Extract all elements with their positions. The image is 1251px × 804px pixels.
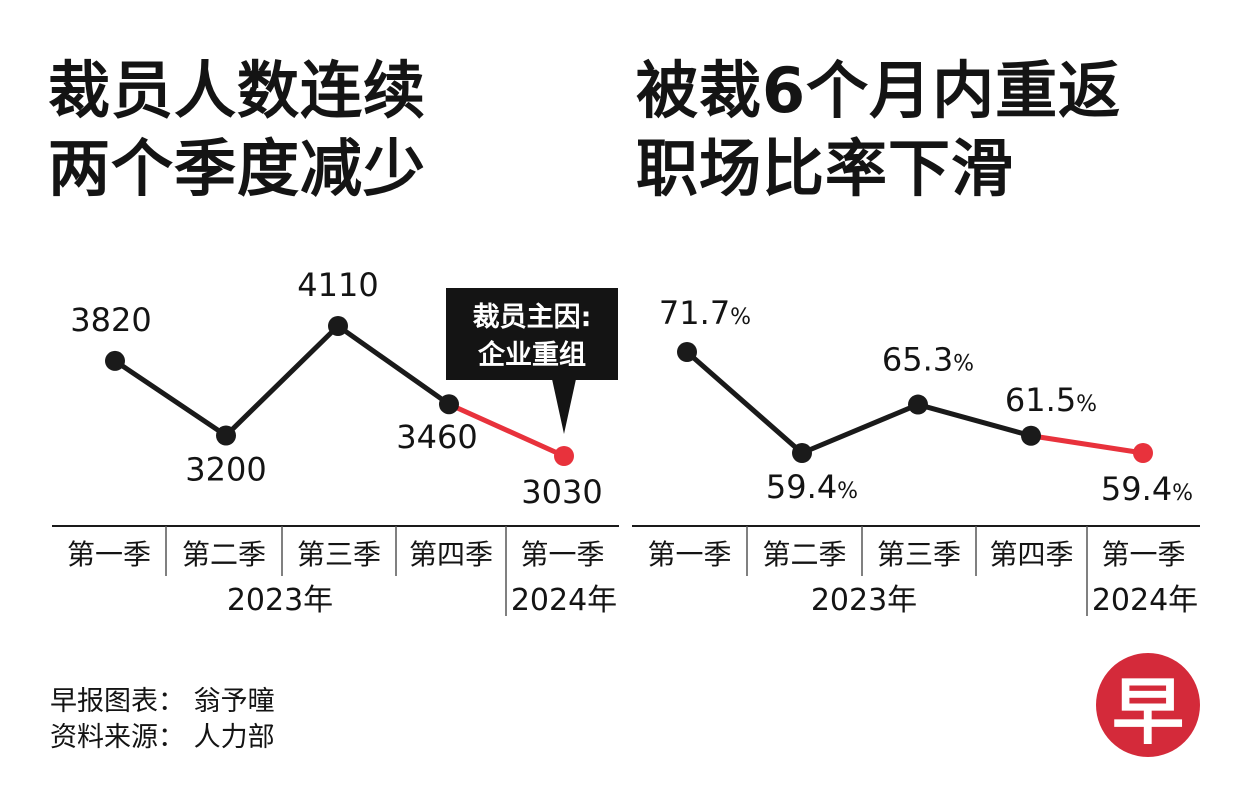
right-data-point-2 xyxy=(792,443,812,463)
left-title-line-2: 两个季度减少 xyxy=(48,132,427,205)
right-title-line-1: 被裁6个月内重返 xyxy=(636,54,1122,127)
right-value-label-3: 65.3% xyxy=(882,341,974,379)
left-data-point-1 xyxy=(105,350,125,371)
right-value-unit-1: % xyxy=(730,305,751,330)
left-category-label-1: 第一季 xyxy=(67,538,151,571)
logo-glyph: 早 xyxy=(1111,669,1184,754)
right-value-unit-2: % xyxy=(837,479,858,504)
left-category-label-2: 第二季 xyxy=(182,538,266,571)
right-value-unit-3: % xyxy=(953,352,974,377)
left-title-line-1: 裁员人数连续 xyxy=(48,54,427,127)
left-year-label-2: 2024年 xyxy=(511,583,617,618)
left-data-point-3 xyxy=(328,316,348,336)
right-value-label-4: 61.5% xyxy=(1005,381,1097,419)
left-line-segment-1 xyxy=(112,358,229,439)
zaobao-logo: 早 xyxy=(1096,653,1200,757)
left-data-point-2 xyxy=(216,425,236,446)
right-value-unit-5: % xyxy=(1172,481,1193,506)
right-category-label-3: 第三季 xyxy=(877,538,961,571)
left-line-segment-2 xyxy=(223,323,341,439)
left-value-label-3: 4110 xyxy=(297,266,378,304)
right-line-segment-2 xyxy=(799,402,921,456)
right-data-point-5 xyxy=(1133,443,1153,463)
right-year-label-1: 2023年 xyxy=(811,583,917,618)
left-line-segment-3 xyxy=(335,323,452,407)
right-category-label-1: 第一季 xyxy=(647,538,731,571)
left-data-point-5 xyxy=(554,446,574,466)
right-value-label-2: 59.4% xyxy=(766,468,858,506)
callout-line-2: 企业重组 xyxy=(478,339,586,371)
source-text: 资料来源： 人力部 xyxy=(50,722,275,753)
left-category-label-3: 第三季 xyxy=(297,538,381,571)
right-category-label-5: 第一季 xyxy=(1101,538,1185,571)
left-category-label-4: 第四季 xyxy=(409,538,493,571)
right-line-segment-1 xyxy=(684,349,805,456)
right-line-segment-4 xyxy=(1028,433,1146,456)
left-value-label-2: 3200 xyxy=(185,451,266,489)
right-line-segment-3 xyxy=(915,402,1034,439)
callout-line-1: 裁员主因: xyxy=(473,302,592,333)
right-category-label-4: 第四季 xyxy=(989,538,1073,571)
credit-text: 早报图表： 翁予曈 xyxy=(50,686,275,717)
right-data-point-3 xyxy=(908,394,928,415)
right-data-point-4 xyxy=(1021,425,1041,446)
left-category-label-5: 第一季 xyxy=(520,538,604,571)
right-data-point-1 xyxy=(677,342,697,362)
footer-notes: 早报图表： 翁予曈 资料来源： 人力部 xyxy=(50,684,275,756)
left-data-point-4 xyxy=(439,394,459,415)
right-category-label-2: 第二季 xyxy=(762,538,846,571)
left-chart-title: 裁员人数连续 两个季度减少 xyxy=(48,52,426,208)
left-value-label-4: 3460 xyxy=(396,418,477,456)
right-year-label-2: 2024年 xyxy=(1092,583,1198,618)
right-value-label-5: 59.4% xyxy=(1101,470,1193,508)
right-value-label-1: 71.7% xyxy=(659,294,751,332)
right-line-chart: 71.7%59.4%65.3%61.5%59.4%第一季 第二季 第三季 第四季 第一季… xyxy=(632,294,1200,618)
right-chart-title: 被裁6个月内重返 职场比率下滑 xyxy=(636,52,1121,208)
left-year-label-1: 2023年 xyxy=(227,583,333,618)
left-line-segment-4 xyxy=(446,401,567,459)
left-value-label-1: 3820 xyxy=(70,301,151,339)
right-title-line-2: 职场比率下滑 xyxy=(636,132,1015,205)
right-value-unit-4: % xyxy=(1076,392,1097,417)
left-value-label-5: 3030 xyxy=(521,473,602,511)
callout-box: 裁员主因: 企业重组 xyxy=(446,288,618,434)
